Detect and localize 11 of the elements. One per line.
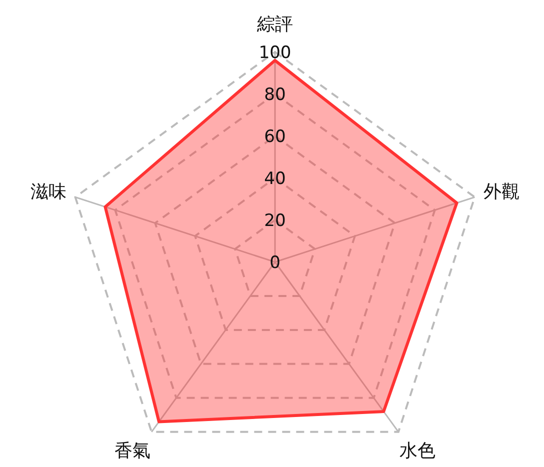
spoke-label: 外觀 — [484, 181, 520, 202]
spoke-label: 滋味 — [30, 181, 66, 202]
y-tick-label: 0 — [270, 253, 280, 273]
spoke-label: 水色 — [399, 440, 436, 462]
spoke-label: 綜評 — [256, 14, 293, 35]
y-tick-label: 20 — [264, 211, 286, 231]
y-tick-label: 80 — [264, 85, 286, 105]
y-tick-label: 60 — [264, 127, 286, 147]
y-tick-label: 100 — [258, 43, 292, 63]
spoke-label: 香氣 — [114, 440, 151, 462]
y-tick-label: 40 — [264, 169, 286, 189]
